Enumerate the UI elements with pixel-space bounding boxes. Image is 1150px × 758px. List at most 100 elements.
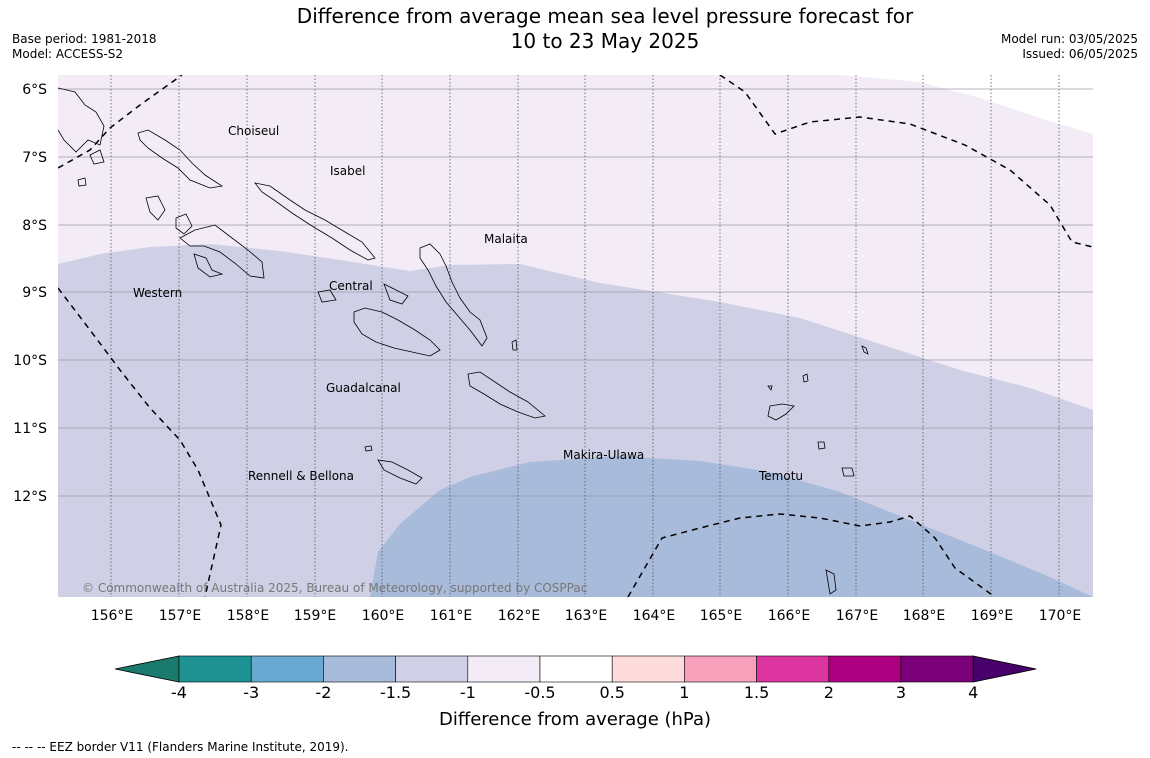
bellona-island <box>364 445 373 452</box>
colorbar-segment <box>395 655 469 683</box>
lat-label: 10°S <box>13 353 47 369</box>
new-georgia-islands <box>179 224 265 279</box>
lon-label: 168°E <box>903 608 946 624</box>
colorbar <box>114 655 1037 683</box>
lat-label: 12°S <box>13 489 47 505</box>
colorbar-segment <box>178 655 252 683</box>
title-line-2: 10 to 23 May 2025 <box>510 29 700 53</box>
colorbar-tick-label: 4 <box>968 683 979 702</box>
colorbar-segment <box>467 655 541 683</box>
lon-label: 169°E <box>971 608 1014 624</box>
lon-label: 159°E <box>294 608 337 624</box>
florida-islands <box>317 289 337 303</box>
isabel-island <box>254 182 376 261</box>
lon-label: 170°E <box>1039 608 1082 624</box>
title-line-1: Difference from average mean sea level p… <box>296 4 914 28</box>
lon-label: 163°E <box>565 608 608 624</box>
colorbar-tick-label: -3 <box>243 683 260 702</box>
region-label-choiseul: Choiseul <box>228 124 279 138</box>
latitude-gridlines <box>58 88 1093 497</box>
lat-label: 7°S <box>22 150 47 166</box>
small-island <box>817 441 826 450</box>
lon-label: 162°E <box>498 608 541 624</box>
lon-label: 167°E <box>836 608 879 624</box>
issued-date: Issued: 06/05/2025 <box>1022 47 1138 61</box>
rendova-island <box>193 253 224 278</box>
region-label-central: Central <box>329 279 373 293</box>
lon-label: 158°E <box>227 608 270 624</box>
lon-label: 160°E <box>362 608 405 624</box>
anomaly-band-minus-2-to-minus-1.5 <box>370 456 1093 597</box>
colorbar-segment <box>250 655 324 683</box>
island-coastlines <box>58 87 869 595</box>
kolombangara-island <box>175 213 193 235</box>
lon-label: 165°E <box>700 608 743 624</box>
colorbar-tick-label: -2 <box>315 683 332 702</box>
choiseul-island <box>137 129 224 189</box>
lon-label: 156°E <box>91 608 134 624</box>
colorbar-tick-label: 3 <box>895 683 907 702</box>
colorbar-tick-label: -1 <box>459 683 476 702</box>
small-island <box>825 569 837 595</box>
eez-border-northeast <box>719 75 1093 248</box>
colorbar-tick-label: -4 <box>171 683 187 702</box>
lon-label: 161°E <box>430 608 473 624</box>
eez-footnote: -- -- -- EEZ border V11 (Flanders Marine… <box>12 740 349 754</box>
lat-label: 11°S <box>13 421 47 437</box>
lat-label: 6°S <box>22 82 47 98</box>
forecast-map: Choiseul Isabel Malaita Western Central … <box>13 75 1093 683</box>
santa-cruz-island <box>767 403 795 421</box>
colorbar-tick-label: 1.5 <box>743 683 770 702</box>
run-info: Model run: 03/05/2025 Issued: 06/05/2025 <box>1001 32 1138 62</box>
region-label-makira-ulawa: Makira-Ulawa <box>563 448 644 462</box>
small-island <box>767 385 773 391</box>
eez-borders <box>58 75 1093 597</box>
colorbar-segment <box>900 655 974 683</box>
eez-border-northwest <box>58 75 183 169</box>
utupua-island <box>841 467 855 477</box>
region-label-western: Western <box>133 286 182 300</box>
colorbar-segment <box>323 655 396 683</box>
small-island <box>861 345 869 355</box>
malaita-island <box>419 243 488 347</box>
copyright-notice: © Commonwealth of Australia 2025, Bureau… <box>82 581 587 595</box>
central-islands <box>383 283 409 305</box>
colorbar-segment <box>828 655 902 683</box>
colorbar-segment <box>684 655 757 683</box>
map-title: Difference from average mean sea level p… <box>250 4 960 54</box>
vella-lavella-island <box>145 195 166 221</box>
makira-island <box>467 371 546 419</box>
guadalcanal-island <box>353 307 441 357</box>
colorbar-extension-high <box>972 655 1037 683</box>
longitude-labels: 156°E 157°E 158°E 159°E 160°E 161°E 162°… <box>91 608 1082 624</box>
colorbar-segment <box>611 655 685 683</box>
colorbar-tick-label: -1.5 <box>379 683 412 702</box>
colorbar-segment <box>756 655 830 683</box>
lat-label: 8°S <box>22 218 47 234</box>
colorbar-tick-label: 1 <box>679 683 690 702</box>
map-plot-area: Choiseul Isabel Malaita Western Central … <box>58 75 1093 597</box>
duff-islands <box>802 373 809 383</box>
small-island <box>77 177 87 187</box>
lon-label: 166°E <box>768 608 811 624</box>
small-island <box>89 149 105 165</box>
longitude-gridlines <box>110 75 1060 597</box>
base-period: Base period: 1981-2018 <box>12 32 157 46</box>
region-label-isabel: Isabel <box>330 164 365 178</box>
region-label-guadalcanal: Guadalcanal <box>326 381 401 395</box>
model-name: Model: ACCESS-S2 <box>12 47 124 61</box>
colorbar-tick-label: -0.5 <box>524 683 556 702</box>
latitude-labels: 6°S 7°S 8°S 9°S 10°S 11°S 12°S <box>13 82 47 505</box>
region-label-temotu: Temotu <box>758 469 803 483</box>
anomaly-band-near-zero <box>840 75 1093 134</box>
colorbar-extension-low <box>114 655 180 683</box>
model-info: Base period: 1981-2018 Model: ACCESS-S2 <box>12 32 157 62</box>
lat-label: 9°S <box>22 285 47 301</box>
colorbar-segment <box>539 655 613 683</box>
colorbar-title: Difference from average (hPa) <box>438 709 712 730</box>
ulawa-island <box>511 339 518 351</box>
region-label-malaita: Malaita <box>484 232 528 246</box>
eez-border-southeast <box>627 513 996 597</box>
colorbar-tick-label: 0.5 <box>599 683 625 702</box>
model-run: Model run: 03/05/2025 <box>1000 32 1138 46</box>
